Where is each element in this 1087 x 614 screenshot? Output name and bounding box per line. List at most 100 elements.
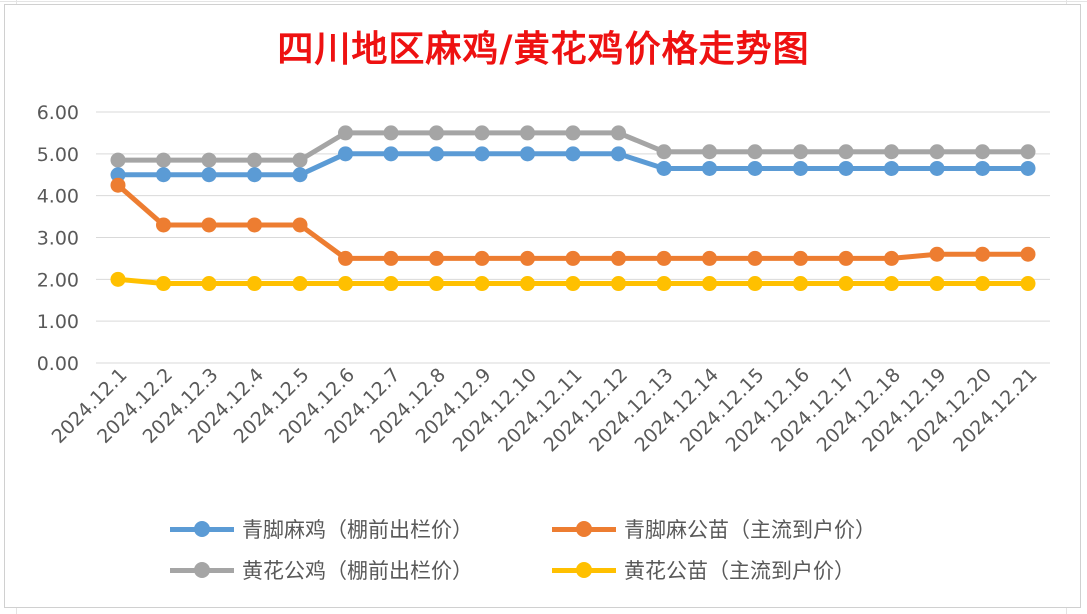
data-point-s0-20 [1020,160,1036,176]
data-point-s1-4 [292,217,308,233]
data-point-s2-7 [429,125,444,141]
data-point-s2-4 [292,152,308,168]
data-point-s3-13 [702,276,717,292]
y-tick-label: 3.00 [37,228,79,250]
data-point-s0-8 [474,146,490,162]
legend-marker [576,562,592,578]
data-point-s3-0 [110,271,126,287]
data-point-s0-0 [110,167,126,183]
data-point-s2-0 [110,152,126,168]
legend-marker [576,521,592,537]
data-point-s1-16 [838,250,854,266]
data-point-s2-19 [975,144,990,160]
data-point-s0-18 [929,160,945,176]
data-point-s0-5 [338,146,353,162]
data-point-s3-20 [1020,276,1036,292]
y-tick-label: 6.00 [37,102,79,124]
data-point-s3-8 [474,276,490,292]
data-point-s2-1 [156,152,171,168]
data-point-s0-14 [747,160,763,176]
data-point-s0-15 [793,160,808,176]
legend-marker [194,521,210,537]
data-point-s1-19 [975,246,990,262]
data-point-s2-5 [338,125,353,141]
y-tick-label: 2.00 [37,269,79,291]
legend-label: 青脚麻公苗（主流到户价） [624,518,876,542]
data-point-s2-17 [884,144,899,160]
data-point-s1-14 [747,250,763,266]
series-points [110,125,1036,292]
data-point-s3-4 [292,276,308,292]
data-point-s3-11 [611,276,626,292]
data-point-s3-3 [247,276,262,292]
data-point-s1-7 [429,250,444,266]
data-point-s3-5 [338,276,353,292]
data-point-s2-2 [201,152,217,168]
data-point-s1-20 [1020,246,1036,262]
data-point-s2-20 [1020,144,1036,160]
data-point-s1-2 [201,217,217,233]
data-point-s2-9 [520,125,535,141]
data-point-s3-12 [656,276,672,292]
data-point-s1-9 [520,250,535,266]
data-point-s3-10 [565,276,581,292]
data-point-s0-16 [838,160,854,176]
data-point-s2-15 [793,144,808,160]
data-point-s3-14 [747,276,763,292]
data-point-s2-10 [565,125,581,141]
data-point-s3-19 [975,276,990,292]
legend-swatch [552,555,616,585]
data-point-s2-11 [611,125,626,141]
data-point-s3-2 [201,276,217,292]
data-point-s3-1 [156,276,171,292]
data-point-s2-8 [474,125,490,141]
data-point-s1-12 [656,250,672,266]
data-point-s0-9 [520,146,535,162]
data-point-s2-16 [838,144,854,160]
data-point-s3-18 [929,276,945,292]
data-point-s0-10 [565,146,581,162]
data-point-s0-11 [611,146,626,162]
data-point-s2-3 [247,152,262,168]
y-tick-label: 5.00 [37,144,79,166]
data-point-s1-13 [702,250,717,266]
y-axis-ticks: 0.00 1.00 2.00 3.00 4.00 5.00 6.00 [37,102,79,375]
data-point-s0-1 [156,167,171,183]
legend-item-qingjiao-maji[interactable]: 青脚麻鸡（棚前出栏价） [170,514,473,544]
data-point-s1-5 [338,250,353,266]
legend-label: 黄花公鸡（棚前出栏价） [242,559,473,583]
legend-marker [194,562,210,578]
data-point-s3-15 [793,276,808,292]
data-point-s2-18 [929,144,945,160]
data-point-s2-14 [747,144,763,160]
data-point-s0-2 [201,167,217,183]
legend-swatch [552,514,616,544]
data-point-s0-6 [383,146,399,162]
data-point-s0-7 [429,146,444,162]
data-point-s1-0 [110,177,126,193]
data-point-s0-13 [702,160,717,176]
legend-swatch [170,514,234,544]
sheet-gridline [0,1,1087,2]
legend-item-qingjiao-gongmiao[interactable]: 青脚麻公苗（主流到户价） [552,514,876,544]
data-point-s1-15 [793,250,808,266]
data-point-s1-1 [156,217,171,233]
data-point-s0-17 [884,160,899,176]
y-tick-label: 0.00 [37,353,79,375]
data-point-s1-3 [247,217,262,233]
data-point-s1-17 [884,250,899,266]
data-point-s1-11 [611,250,626,266]
y-tick-label: 4.00 [37,186,79,208]
chart-area[interactable] [4,4,1081,608]
data-point-s0-19 [975,160,990,176]
data-point-s1-18 [929,246,945,262]
legend-item-huanghua-gongmiao[interactable]: 黄花公苗（主流到户价） [552,555,855,585]
legend-label: 黄花公苗（主流到户价） [624,559,855,583]
legend-label: 青脚麻鸡（棚前出栏价） [242,518,473,542]
legend-item-huanghua-gongji[interactable]: 黄花公鸡（棚前出栏价） [170,555,473,585]
data-point-s3-16 [838,276,854,292]
data-point-s0-4 [292,167,308,183]
data-point-s1-6 [383,250,399,266]
x-axis-ticks: 2024.12.12024.12.22024.12.32024.12.42024… [48,364,1042,456]
